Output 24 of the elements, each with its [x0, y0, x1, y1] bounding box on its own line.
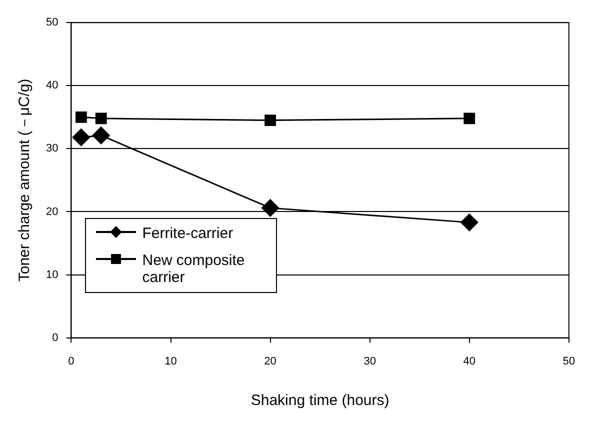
y-tick-label: 0 — [52, 332, 58, 344]
point — [72, 128, 90, 146]
y-tick-label: 40 — [46, 80, 58, 92]
x-tick-label: 40 — [463, 355, 476, 368]
x-tick-label: 50 — [562, 355, 576, 368]
point — [264, 114, 276, 126]
point — [464, 112, 476, 124]
y-tick-label: 50 — [46, 16, 58, 29]
legend-label: New composite carrier — [142, 252, 246, 286]
x-axis-title: Shaking time (hours) — [250, 392, 390, 410]
x-tick-label: 30 — [364, 355, 376, 368]
point — [92, 126, 110, 144]
x-tick-label: 20 — [264, 355, 276, 368]
point — [95, 112, 107, 124]
y-tick-label: 30 — [46, 142, 58, 155]
y-axis-title: Toner charge amount (－μC/g) — [16, 78, 34, 282]
point — [262, 199, 280, 217]
y-tick-label: 20 — [46, 206, 58, 218]
point — [460, 214, 478, 232]
point — [75, 111, 87, 123]
legend-label: Ferrite-carrier — [142, 224, 234, 242]
y-tick-label: 10 — [46, 268, 58, 281]
x-tick-label: 10 — [164, 355, 177, 368]
x-tick-label: 0 — [68, 355, 74, 368]
